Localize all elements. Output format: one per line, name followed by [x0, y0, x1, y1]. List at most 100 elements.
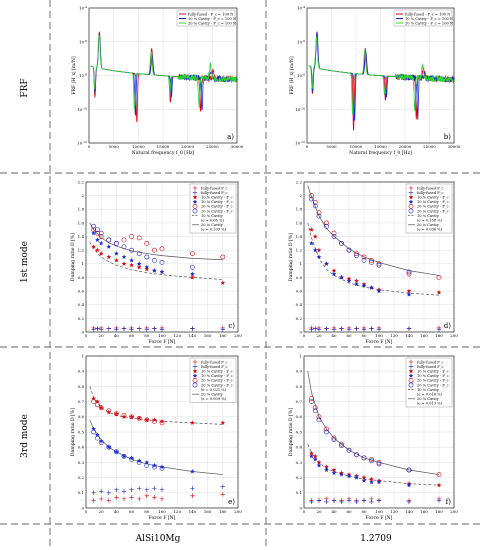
data-point: [408, 359, 414, 365]
data-point: [324, 220, 329, 226]
data-point: [152, 495, 157, 500]
data-point: [121, 244, 127, 250]
data-point: [190, 274, 195, 280]
data-point: [129, 487, 134, 492]
data-point: [408, 368, 414, 374]
data-point: [129, 257, 134, 263]
y-tick-label: 0.7: [296, 399, 303, 404]
x-tick-label: 5000: [326, 144, 337, 149]
data-point: [192, 359, 198, 365]
x-tick-label: 200: [234, 509, 242, 514]
y-tick-label: 10-8: [297, 73, 305, 79]
x-tick-label: 40: [331, 509, 337, 514]
data-point: [129, 495, 134, 500]
data-point: [436, 472, 442, 477]
data-point: [98, 230, 104, 236]
data-point: [136, 235, 142, 241]
y-tick-label: 0.5: [78, 429, 85, 434]
data-point: [220, 327, 225, 332]
y-tick-label: 0: [81, 505, 84, 510]
legend-entry: 10 % Cavity - F_c: [417, 370, 449, 374]
data-point: [136, 459, 142, 465]
data-point: [106, 490, 111, 495]
data-point: [144, 254, 150, 260]
data-point: [408, 199, 414, 204]
legend-entry: 20 % Cavity - F_c = 100 N: [405, 21, 453, 25]
data-point: [309, 327, 314, 332]
data-point: [361, 327, 367, 332]
data-point: [144, 463, 150, 468]
x-tick-label: 140: [189, 333, 197, 338]
data-point: [95, 435, 100, 441]
data-point: [436, 289, 442, 295]
series-1: [309, 326, 442, 332]
data-point: [376, 479, 382, 485]
data-point: [309, 196, 314, 202]
data-point: [91, 244, 96, 249]
legend-entry: 10 % Cavity - F_c: [417, 374, 449, 378]
y-tick-label: 0.2: [78, 316, 85, 321]
data-point: [316, 498, 322, 503]
x-tick-label: 30000: [231, 144, 244, 149]
data-point: [339, 443, 344, 449]
data-point: [309, 499, 314, 505]
y-tick-label: 1: [81, 353, 84, 358]
y-tick-label: 0.6: [78, 414, 85, 419]
y-tick-label: 0.8: [296, 384, 303, 389]
data-point: [159, 418, 165, 424]
data-point: [192, 377, 198, 383]
x-tick-label: 80: [361, 333, 367, 338]
panel-label: a): [227, 133, 234, 141]
data-point: [192, 185, 198, 191]
data-point: [309, 396, 314, 401]
data-point: [192, 368, 198, 374]
data-point: [129, 247, 134, 253]
data-point: [339, 499, 344, 505]
data-point: [369, 456, 374, 462]
frf-panel-1: 0 5000 10000 15000 20000 25000 30000 10-4 10-6 10…: [289, 5, 461, 156]
data-point: [129, 414, 134, 419]
x-axis-label: Force F [N]: [366, 339, 393, 345]
y-tick-label: 1.4: [296, 234, 303, 239]
y-tick-label: 10-4: [297, 5, 305, 11]
legend-box: [189, 357, 237, 403]
x-tick-label: 40: [331, 333, 337, 338]
data-point: [114, 240, 119, 246]
data-point: [369, 260, 374, 265]
data-point: [114, 257, 119, 263]
data-point: [354, 475, 359, 480]
data-point: [91, 429, 96, 435]
legend-entry: fully-fused F_c: [201, 360, 228, 364]
data-point: [376, 498, 382, 503]
legend-entry: 10 % Cavity - F_c: [417, 200, 449, 204]
legend-entry: 20 % Cavity: [417, 223, 440, 227]
plot-frame: [85, 355, 239, 509]
data-point: [324, 223, 329, 229]
x-tick-label: 30000: [448, 144, 461, 149]
data-point: [346, 327, 352, 332]
series-0: [309, 496, 442, 503]
y-tick-label: 1.8: [296, 207, 303, 212]
x-tick-label: 20000: [399, 144, 412, 149]
data-point: [369, 258, 374, 263]
data-point: [190, 420, 195, 425]
data-point: [189, 251, 195, 256]
data-point: [376, 262, 382, 268]
data-point: [312, 456, 318, 462]
x-tick-label: 0: [303, 333, 306, 338]
legend-entry: fully-fused F_c: [417, 365, 444, 369]
data-point: [136, 415, 142, 421]
data-point: [190, 493, 195, 499]
panels-layer: 0 5000 10000 15000 20000 25000 3000010-410-610…: [70, 5, 461, 521]
x-axis-label: Natural frequency f_0 [Hz]: [132, 150, 195, 156]
data-point: [354, 251, 359, 256]
data-point: [95, 402, 100, 408]
data-point: [189, 264, 195, 270]
legend-entry: 20 % Cavity - F_c: [417, 379, 449, 383]
x-tick-label: 20: [316, 509, 322, 514]
series-5: [91, 429, 165, 471]
data-point: [408, 203, 414, 209]
series-4: [91, 399, 165, 426]
y-tick-label: 0.9: [78, 369, 85, 374]
data-point: [91, 223, 96, 229]
